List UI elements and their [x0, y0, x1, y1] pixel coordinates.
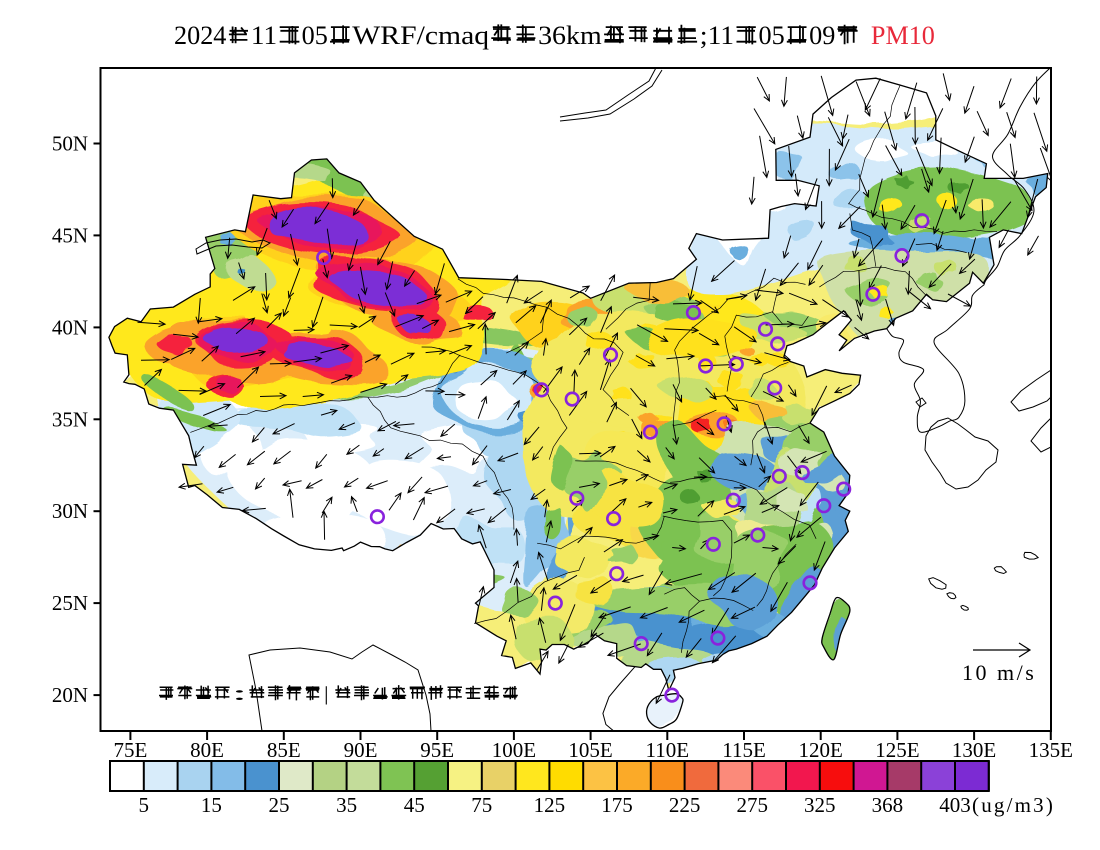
svg-text:125E: 125E	[875, 738, 919, 762]
svg-text:325: 325	[804, 793, 836, 817]
svg-text:|: |	[324, 683, 329, 705]
svg-text:11: 11	[708, 21, 734, 50]
svg-text:85E: 85E	[267, 738, 301, 762]
svg-text:95E: 95E	[420, 738, 454, 762]
svg-text:120E: 120E	[799, 738, 843, 762]
svg-text:2024: 2024	[174, 21, 226, 50]
svg-text:35N: 35N	[52, 407, 88, 431]
svg-text:;: ;	[700, 21, 708, 50]
svg-text:20N: 20N	[52, 683, 88, 707]
svg-text:PM10: PM10	[871, 21, 935, 50]
svg-text:115E: 115E	[722, 738, 766, 762]
svg-text:90E: 90E	[344, 738, 378, 762]
svg-text:110E: 110E	[646, 738, 690, 762]
svg-text:25: 25	[269, 793, 290, 817]
svg-text:50N: 50N	[52, 132, 88, 156]
svg-text:225: 225	[669, 793, 701, 817]
svg-text:30N: 30N	[52, 499, 88, 523]
svg-text:05: 05	[302, 21, 328, 50]
svg-text:(ug/m3): (ug/m3)	[972, 793, 1055, 817]
svg-text:WRF/cmaq: WRF/cmaq	[352, 21, 489, 50]
svg-text:105E: 105E	[568, 738, 612, 762]
svg-text:15: 15	[201, 793, 222, 817]
svg-text:45N: 45N	[52, 223, 88, 247]
svg-text:75E: 75E	[113, 738, 147, 762]
svg-text:135E: 135E	[1029, 738, 1073, 762]
svg-text:130E: 130E	[952, 738, 996, 762]
svg-text:45: 45	[404, 793, 425, 817]
svg-text:368: 368	[872, 793, 904, 817]
svg-text:25N: 25N	[52, 591, 88, 615]
svg-text:35: 35	[336, 793, 357, 817]
svg-text:5: 5	[139, 793, 150, 817]
svg-text:36km: 36km	[538, 21, 602, 50]
svg-text:09: 09	[809, 21, 835, 50]
svg-text:403: 403	[939, 793, 971, 817]
svg-text:75: 75	[471, 793, 492, 817]
svg-text:80E: 80E	[190, 738, 224, 762]
svg-text:40N: 40N	[52, 315, 88, 339]
svg-text:275: 275	[736, 793, 768, 817]
svg-text:125: 125	[534, 793, 566, 817]
svg-text:10 m/s: 10 m/s	[962, 660, 1036, 685]
svg-text:100E: 100E	[492, 738, 536, 762]
svg-text::: :	[231, 683, 247, 705]
svg-text:05: 05	[759, 21, 785, 50]
svg-text:175: 175	[601, 793, 633, 817]
svg-text:11: 11	[251, 21, 277, 50]
